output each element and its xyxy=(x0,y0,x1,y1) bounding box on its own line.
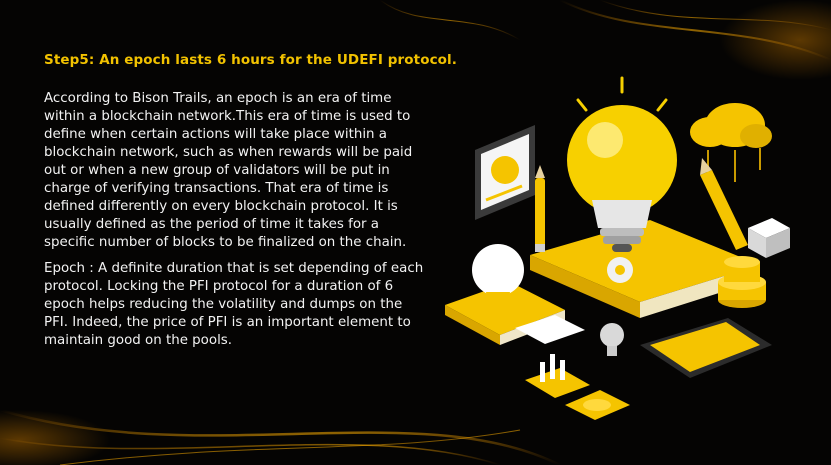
text-panel: Step5: An epoch lasts 6 hours for the UD… xyxy=(44,52,458,358)
mini-lightbulb-icon xyxy=(600,323,624,356)
cube-icon xyxy=(748,218,790,258)
epoch-description-paragraph: According to Bison Trails, an epoch is a… xyxy=(44,91,413,250)
gear-icon xyxy=(607,257,633,283)
epoch-definition-paragraph: Epoch : A definite duration that is set … xyxy=(44,261,424,348)
coin-stack-icon xyxy=(718,256,766,308)
coin-card-icon xyxy=(565,390,630,420)
lightbulb-icon xyxy=(567,76,677,252)
tablet-icon xyxy=(640,318,772,378)
chart-board-icon xyxy=(475,125,535,220)
pencil-right-icon xyxy=(700,158,748,250)
pencil-icon xyxy=(535,165,545,252)
cloud-icon xyxy=(690,103,772,182)
step-heading: Step5: An epoch lasts 6 hours for the UD… xyxy=(44,52,458,68)
illustration xyxy=(445,76,790,420)
keyboard-icon xyxy=(515,315,585,344)
chart-icon xyxy=(525,354,590,398)
